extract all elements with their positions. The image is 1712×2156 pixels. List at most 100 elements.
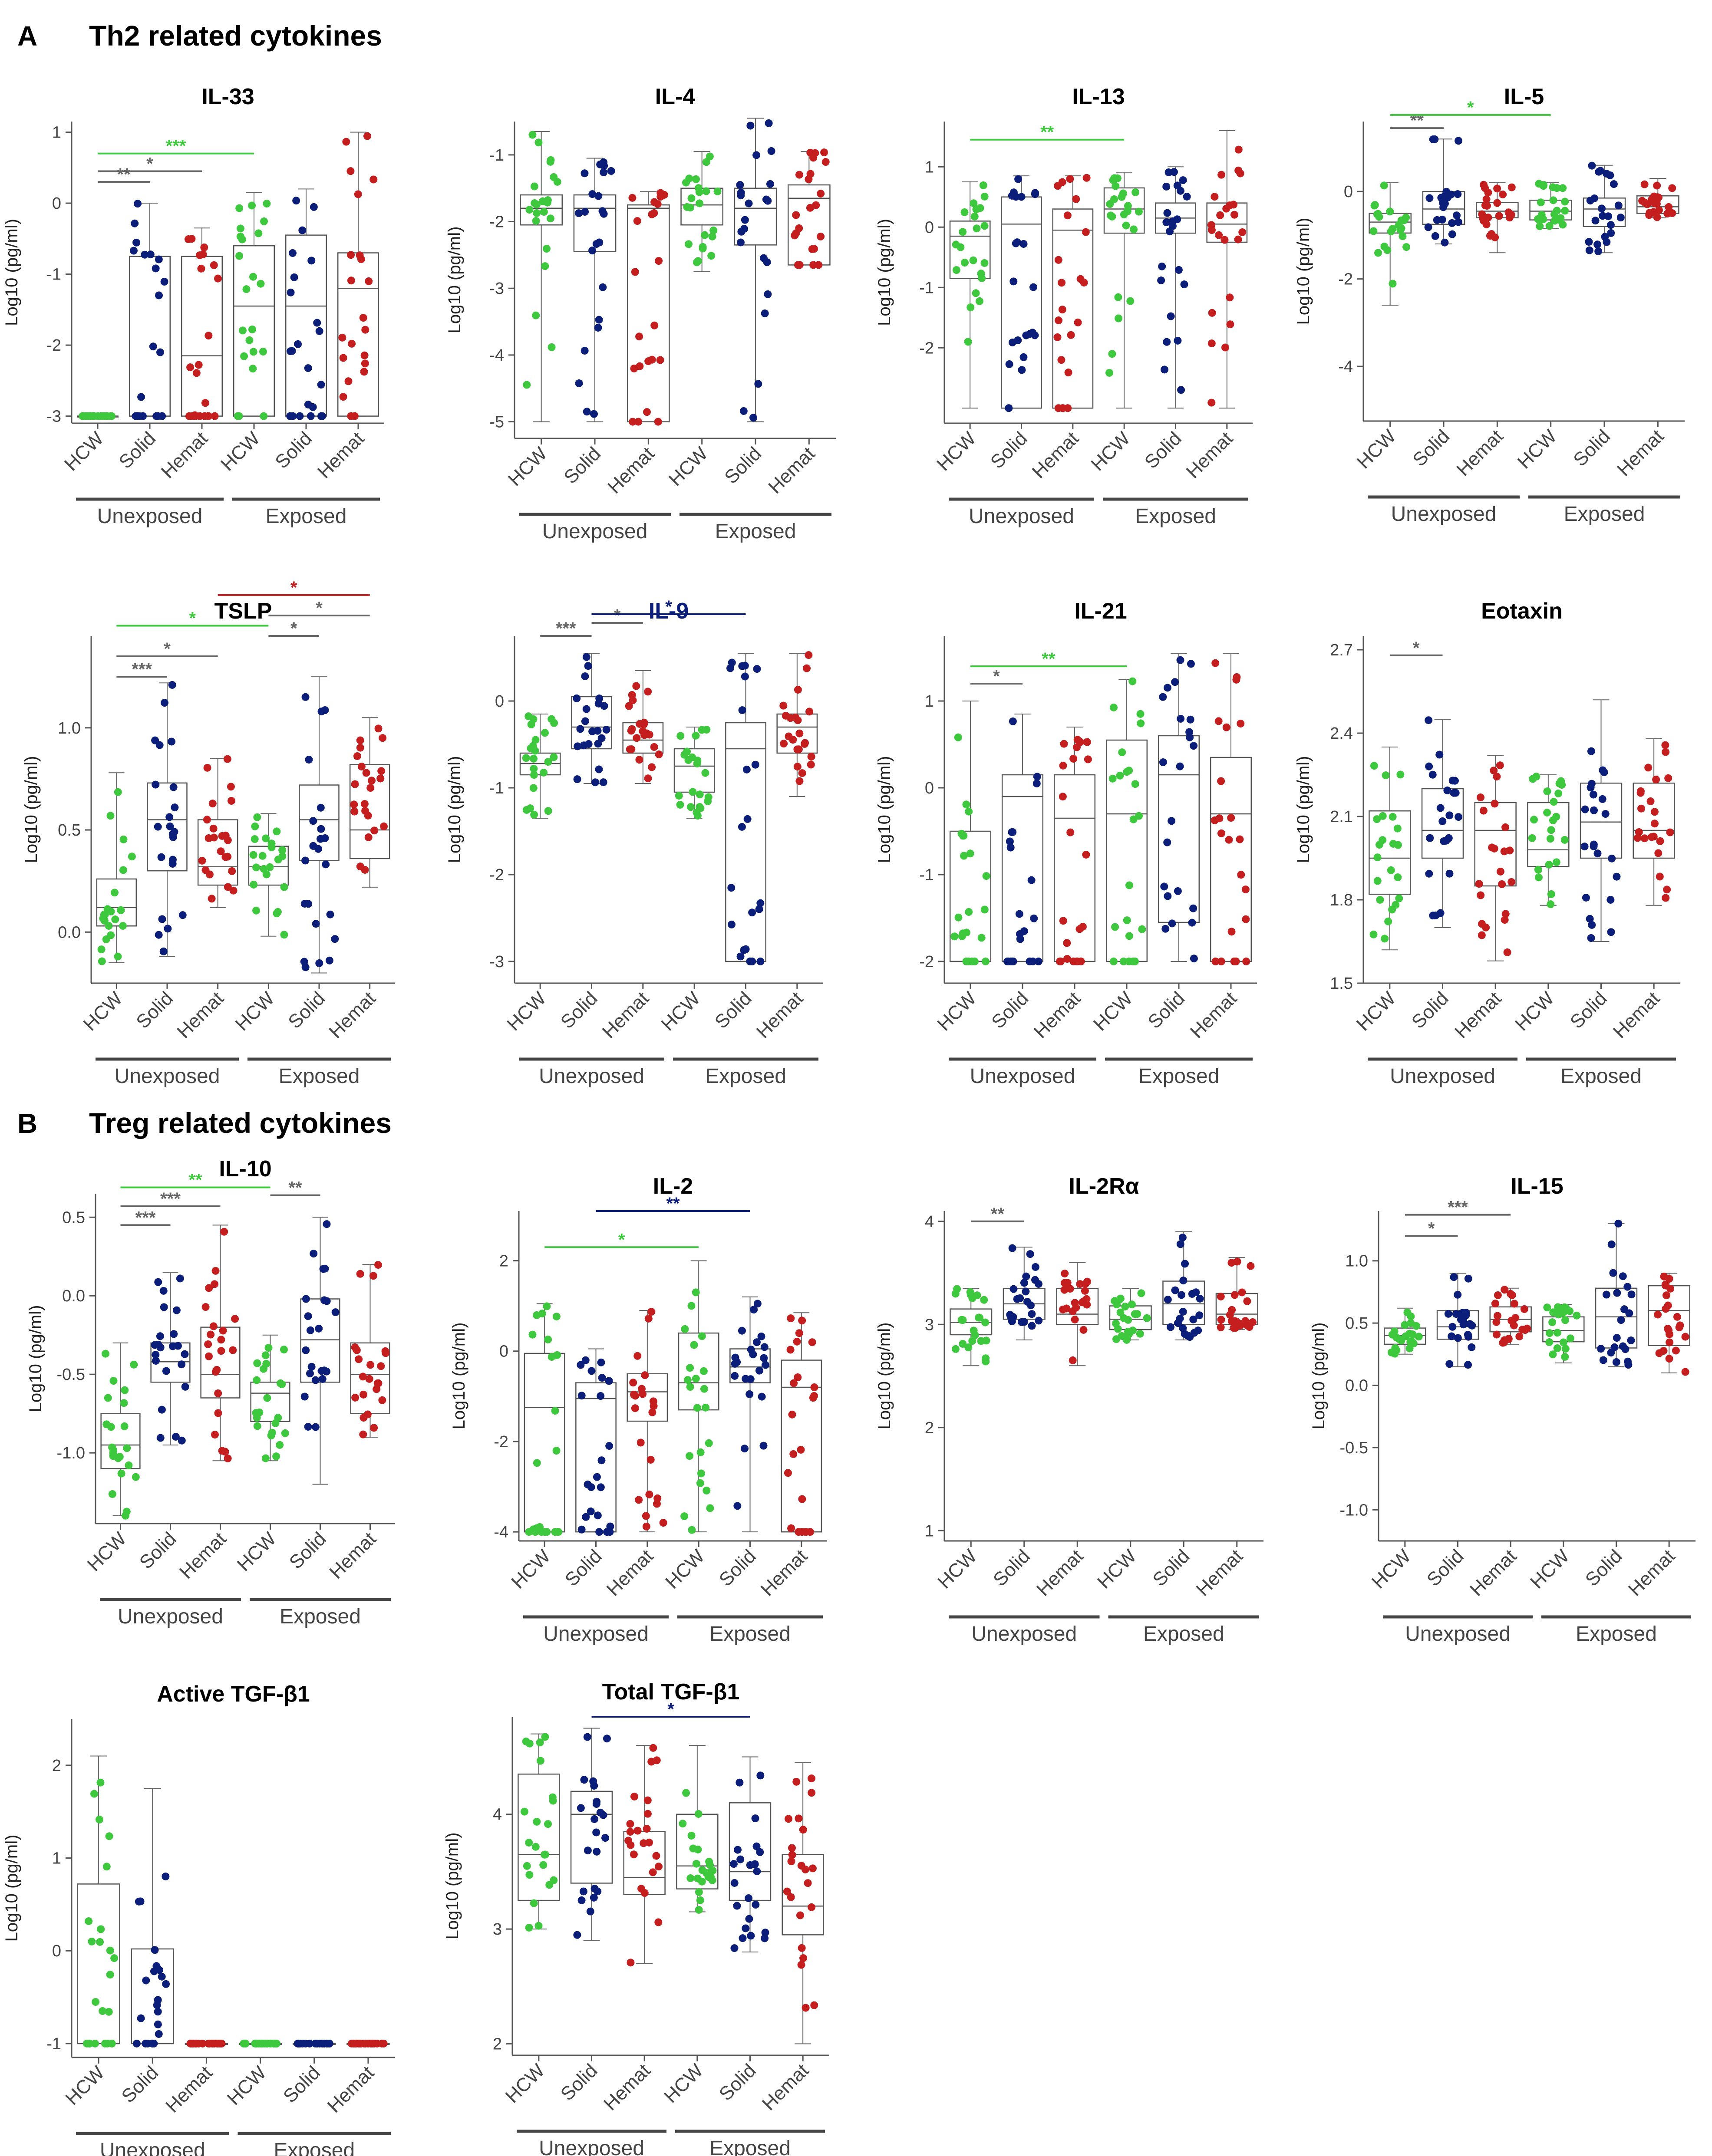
- category-label: HCW: [1087, 428, 1134, 475]
- box-4: [1527, 773, 1570, 908]
- group-label: Exposed: [1576, 1623, 1657, 1646]
- data-point: [107, 1423, 115, 1431]
- y-tick-label: -1: [46, 2035, 61, 2053]
- data-point: [577, 1392, 586, 1400]
- data-point: [1464, 1330, 1472, 1339]
- data-point: [178, 911, 187, 919]
- data-point: [168, 737, 176, 746]
- data-point: [698, 1866, 706, 1874]
- data-point: [1116, 771, 1124, 780]
- data-point: [1394, 873, 1402, 882]
- data-point: [751, 1814, 759, 1823]
- data-point: [659, 1519, 667, 1527]
- data-point: [155, 2030, 163, 2038]
- data-point: [692, 1288, 700, 1297]
- data-point: [1176, 762, 1184, 770]
- data-point: [581, 1356, 590, 1364]
- data-point: [156, 348, 164, 356]
- significance-stars: *: [146, 154, 153, 173]
- data-point: [693, 812, 702, 820]
- data-point: [630, 1792, 638, 1801]
- data-point: [740, 225, 749, 233]
- box-1: [519, 712, 561, 819]
- data-point: [682, 1789, 690, 1797]
- data-point: [525, 206, 534, 214]
- data-point: [1115, 1295, 1124, 1303]
- data-point: [530, 1899, 538, 1907]
- data-point: [795, 777, 804, 785]
- data-point: [1606, 171, 1614, 179]
- data-point: [1612, 1358, 1620, 1366]
- data-point: [727, 884, 736, 892]
- data-point: [1454, 218, 1462, 226]
- data-point: [1479, 214, 1487, 223]
- data-point: [155, 931, 163, 939]
- data-point: [1510, 1300, 1518, 1308]
- data-point: [979, 181, 987, 189]
- data-point: [119, 866, 127, 874]
- data-point: [1614, 1219, 1623, 1228]
- category-label: Hemat: [1466, 1545, 1521, 1600]
- data-point: [653, 1500, 661, 1508]
- data-point: [810, 245, 818, 253]
- data-point: [1664, 1301, 1672, 1310]
- data-point: [1614, 201, 1623, 210]
- data-point: [1662, 748, 1670, 756]
- data-point: [1130, 225, 1138, 234]
- data-point: [590, 1815, 599, 1823]
- data-point: [698, 1877, 706, 1886]
- data-point: [797, 1862, 805, 1870]
- data-point: [253, 1359, 261, 1367]
- data-point: [1227, 928, 1236, 936]
- data-point: [1566, 1334, 1574, 1343]
- data-point: [591, 778, 599, 787]
- data-point: [1211, 193, 1219, 201]
- y-tick-label: -2: [919, 953, 934, 971]
- data-point: [954, 913, 963, 922]
- data-point: [703, 725, 711, 734]
- iqr-box: [299, 784, 340, 861]
- data-point: [135, 412, 143, 420]
- significance-bracket: *: [268, 619, 319, 638]
- data-point: [235, 252, 244, 260]
- category-label: Hemat: [764, 443, 819, 497]
- significance-bracket: *: [544, 1230, 699, 1249]
- data-point: [211, 1280, 219, 1288]
- data-point: [741, 216, 749, 224]
- data-point: [1654, 849, 1663, 857]
- data-point: [208, 895, 216, 903]
- data-point: [1163, 838, 1171, 846]
- data-point: [684, 756, 693, 764]
- data-point: [1425, 762, 1433, 770]
- significance-bracket: *: [591, 597, 746, 616]
- data-point: [1379, 812, 1387, 820]
- box-3: [623, 1744, 666, 1967]
- data-point: [1561, 1316, 1570, 1324]
- data-point: [695, 188, 703, 196]
- data-point: [754, 380, 762, 388]
- category-label: Hemat: [1192, 1545, 1247, 1600]
- data-point: [760, 1343, 769, 1351]
- data-point: [731, 1359, 739, 1368]
- data-point: [1668, 209, 1676, 217]
- data-point: [320, 1366, 328, 1375]
- data-point: [211, 1431, 219, 1439]
- data-point: [1379, 836, 1387, 844]
- data-point: [227, 783, 235, 791]
- data-point: [361, 326, 369, 334]
- data-point: [973, 224, 981, 233]
- data-point: [952, 266, 960, 274]
- data-point: [1530, 816, 1538, 824]
- data-point: [1606, 221, 1615, 229]
- category-label: Solid: [135, 1528, 181, 1573]
- data-point: [584, 1847, 592, 1855]
- data-point: [373, 2039, 381, 2047]
- data-point: [211, 412, 219, 420]
- data-point: [1217, 1316, 1225, 1324]
- data-point: [962, 800, 970, 809]
- data-point: [1009, 828, 1017, 836]
- data-point: [1174, 1319, 1182, 1327]
